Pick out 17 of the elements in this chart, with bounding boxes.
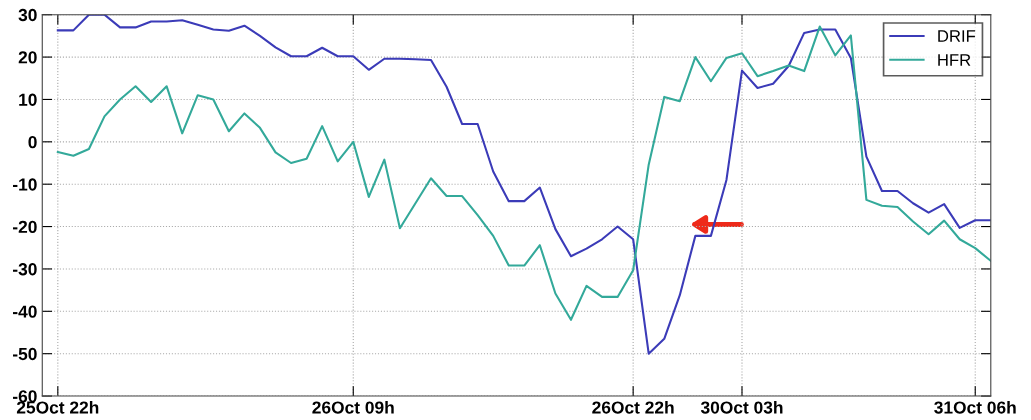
- x-tick-label: 25Oct 22h: [16, 400, 99, 414]
- legend-label: DRIF: [938, 30, 976, 42]
- y-tick-label: -40: [13, 305, 37, 318]
- y-tick-label: 20: [18, 51, 37, 64]
- y-tick-label: 0: [28, 135, 37, 149]
- x-tick-label: 26Oct 09h: [312, 400, 394, 414]
- y-tick-label: -20: [13, 220, 37, 234]
- legend-label: HFR: [938, 54, 971, 66]
- y-tick-label: -10: [13, 178, 37, 191]
- y-tick-label: 30: [18, 8, 37, 22]
- y-tick-label: -50: [13, 347, 37, 361]
- x-tick-label: 30Oct 03h: [700, 400, 783, 414]
- y-tick-label: 10: [19, 93, 37, 106]
- x-tick-label: 31Oct 06h: [934, 400, 1016, 414]
- y-tick-label: -30: [13, 263, 37, 276]
- y-tick-label: -60: [13, 390, 37, 403]
- x-tick-label: 26Oct 22h: [592, 400, 674, 414]
